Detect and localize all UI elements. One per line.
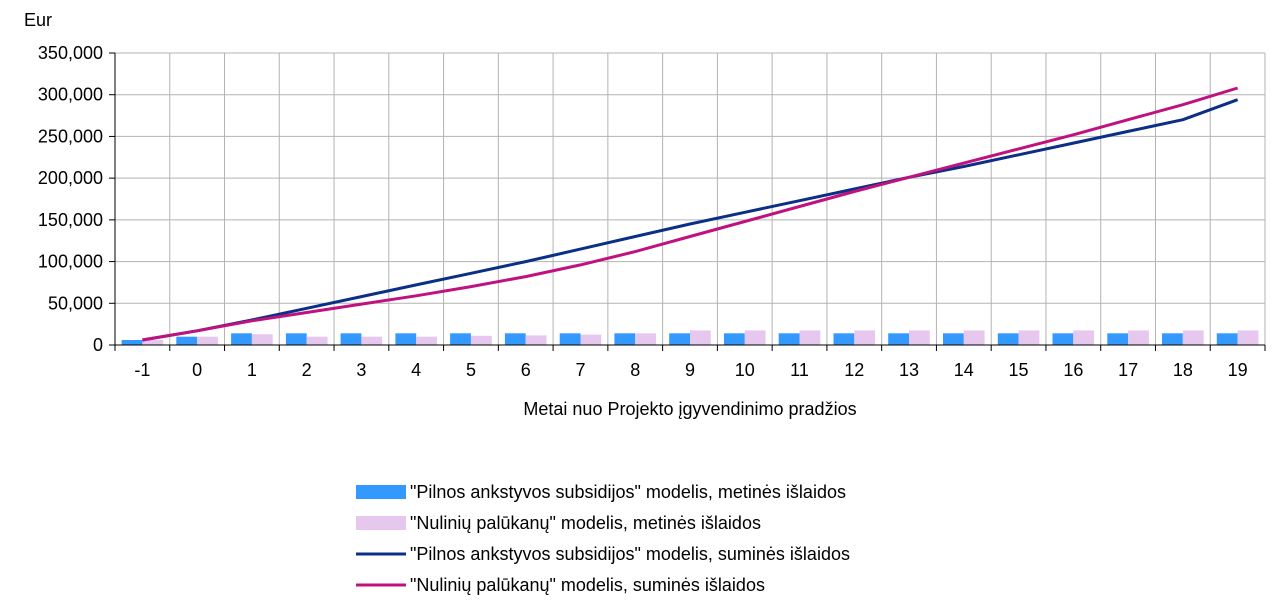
axes-layer <box>109 52 1266 351</box>
bar-1-8 <box>614 333 636 345</box>
bar-1-13 <box>888 333 909 345</box>
x-tick-label: 11 <box>790 360 809 380</box>
bar-2-3 <box>361 336 383 345</box>
bar-1-9 <box>669 333 690 345</box>
bar-2-6 <box>525 335 547 345</box>
x-tick-label: 14 <box>954 360 974 380</box>
y-tick-label: 150,000 <box>38 210 103 230</box>
bars-layer <box>121 330 1259 345</box>
legend: "Pilnos ankstyvos subsidijos" modelis, m… <box>356 482 850 595</box>
bar-2-16 <box>1073 330 1095 345</box>
x-tick-label: 12 <box>844 360 864 380</box>
x-tick-label: 15 <box>1009 360 1029 380</box>
x-tick-label: 9 <box>685 360 695 380</box>
x-tick-label: 0 <box>192 360 202 380</box>
x-tick-label: 16 <box>1063 360 1083 380</box>
bar-2-19 <box>1237 330 1259 345</box>
bar-1-0 <box>176 336 198 345</box>
bar-2-17 <box>1128 330 1149 345</box>
legend-label-1: "Pilnos ankstyvos subsidijos" modelis, m… <box>410 482 846 502</box>
bar-2-11 <box>799 330 821 345</box>
line-series-1 <box>142 98 1239 342</box>
bar-1-19 <box>1216 333 1238 345</box>
plot-area <box>115 53 1265 345</box>
bar-1-16 <box>1052 333 1074 345</box>
bar-2-15 <box>1018 330 1040 345</box>
x-tick-label: 17 <box>1118 360 1138 380</box>
x-tick-label: -1 <box>134 360 150 380</box>
bar-1-18 <box>1162 333 1183 345</box>
bar-2--1 <box>142 340 164 345</box>
bar-1-12 <box>833 333 855 345</box>
bar-1--1 <box>121 340 143 345</box>
y-tick-label: 300,000 <box>38 85 103 105</box>
bar-2-1 <box>251 334 273 345</box>
bar-1-4 <box>395 333 417 345</box>
bar-1-5 <box>450 333 471 345</box>
x-tick-label: 1 <box>247 360 257 380</box>
bar-1-7 <box>559 333 581 345</box>
bar-1-10 <box>724 333 745 345</box>
y-tick-label: 200,000 <box>38 168 103 188</box>
x-tick-label: 8 <box>630 360 640 380</box>
y-tick-label: 100,000 <box>38 252 103 272</box>
y-axis-title: Eur <box>24 10 52 30</box>
bar-2-14 <box>963 330 985 345</box>
x-tick-label: 7 <box>575 360 585 380</box>
x-tick-label: 5 <box>466 360 476 380</box>
bar-2-5 <box>471 335 492 345</box>
bar-2-10 <box>744 330 766 345</box>
x-tick-label: 10 <box>735 360 755 380</box>
bar-2-18 <box>1182 330 1204 345</box>
legend-label-4: "Nulinių palūkanų" modelis, suminės išla… <box>410 575 765 595</box>
bar-1-14 <box>943 333 964 345</box>
bar-1-2 <box>285 333 307 345</box>
bar-2-8 <box>635 333 656 345</box>
bar-2-13 <box>909 330 930 345</box>
x-tick-label: 4 <box>411 360 421 380</box>
bar-2-9 <box>690 330 711 345</box>
legend-swatch-bar-2 <box>356 516 406 530</box>
y-tick-label: 50,000 <box>48 293 103 313</box>
y-tick-label: 250,000 <box>38 126 103 146</box>
x-tick-label: 6 <box>521 360 531 380</box>
x-tick-labels: -1 0 1 2 3 4 5 6 7 8 9 10 11 12 13 14 15 16 17 18 19 <box>134 360 1247 380</box>
x-tick-label: 13 <box>899 360 919 380</box>
bar-2-2 <box>306 336 328 345</box>
bar-2-7 <box>580 334 602 345</box>
legend-swatch-bar-1 <box>356 485 406 499</box>
x-axis-title: Metai nuo Projekto įgyvendinimo pradžios <box>523 399 856 419</box>
bar-1-6 <box>504 333 526 345</box>
y-tick-label: 350,000 <box>38 43 103 63</box>
grid-layer <box>115 52 1266 346</box>
x-tick-label: 18 <box>1173 360 1193 380</box>
legend-label-2: "Nulinių palūkanų" modelis, metinės išla… <box>410 513 761 533</box>
bar-1-1 <box>231 333 252 345</box>
bar-1-15 <box>997 333 1019 345</box>
x-tick-label: 19 <box>1228 360 1248 380</box>
bar-2-4 <box>416 336 437 345</box>
x-tick-label: 2 <box>302 360 312 380</box>
y-tick-label: 0 <box>93 335 103 355</box>
bar-2-12 <box>854 330 876 345</box>
line-series-2 <box>142 86 1239 342</box>
bar-2-0 <box>197 336 218 345</box>
legend-label-3: "Pilnos ankstyvos subsidijos" modelis, s… <box>410 544 850 564</box>
bar-1-17 <box>1107 333 1129 345</box>
lines-layer <box>142 86 1239 342</box>
bar-1-3 <box>340 333 362 345</box>
y-tick-labels: 0 50,000 100,000 150,000 200,000 250,000 300,0… <box>38 43 103 355</box>
bar-1-11 <box>778 333 800 345</box>
x-tick-label: 3 <box>356 360 366 380</box>
